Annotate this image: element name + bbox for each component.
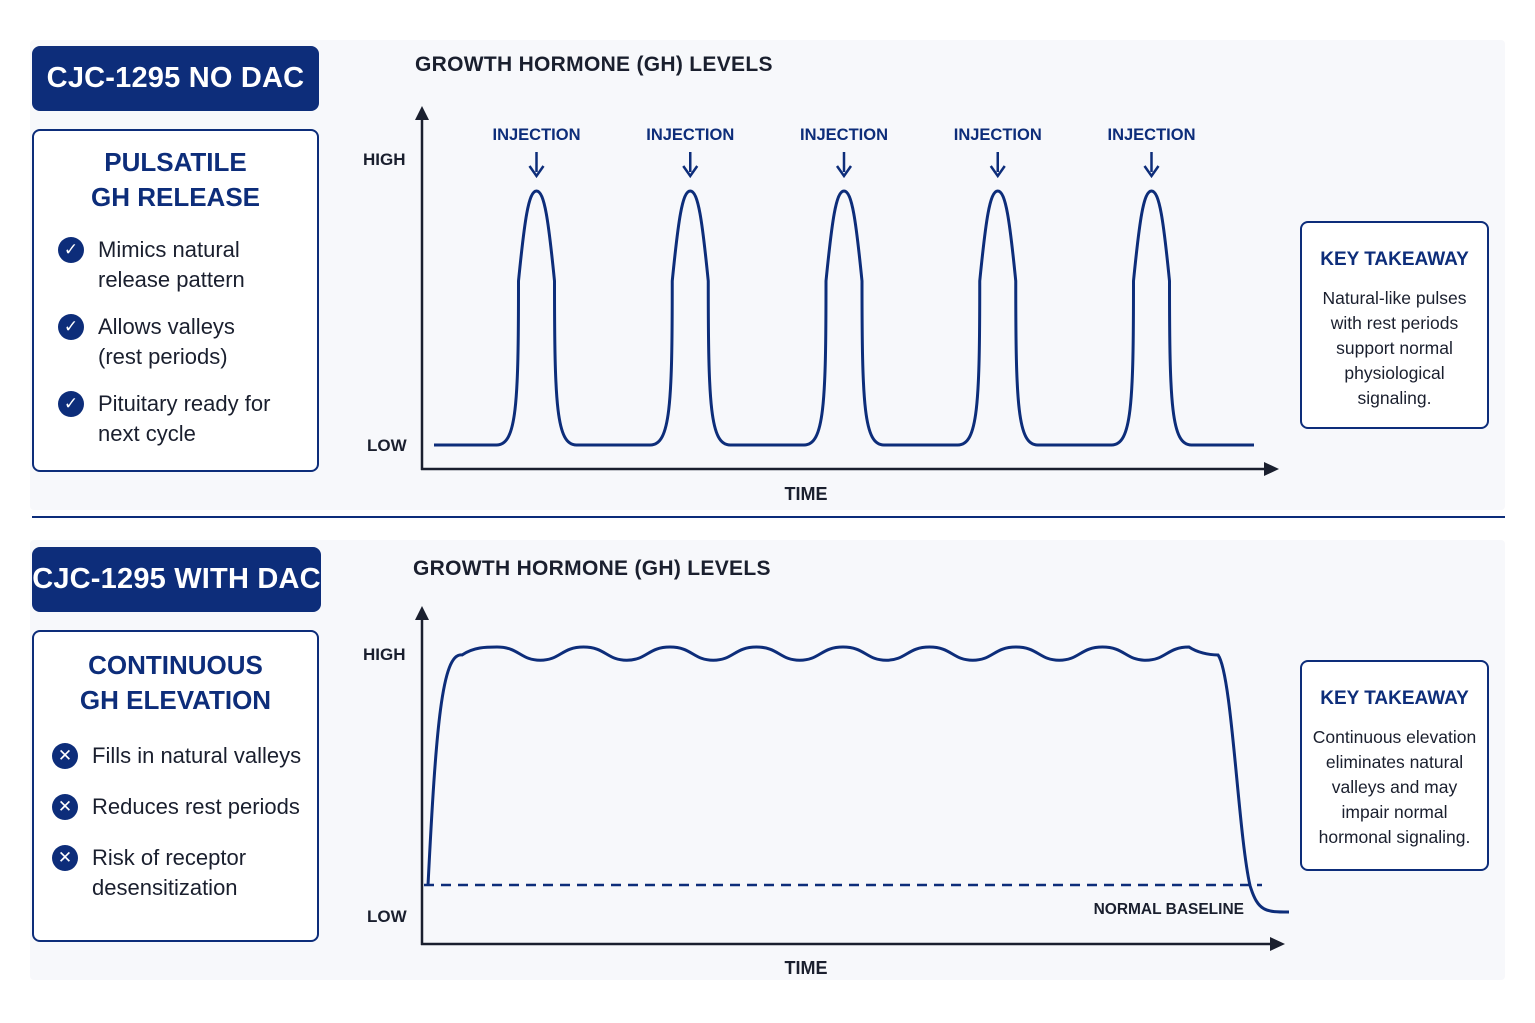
top-bullet-2-text: Allows valleys (rest periods) — [98, 314, 235, 369]
top-x-label: TIME — [785, 484, 828, 504]
bottom-takeaway-title: KEY TAKEAWAY — [1320, 688, 1469, 709]
bottom-bullet-2-text: Reduces rest periods — [92, 794, 300, 819]
top-y-tick-high: HIGH — [363, 150, 406, 169]
check-icon: ✓ — [58, 237, 84, 263]
top-info-heading: PULSATILE GH RELEASE — [90, 147, 261, 212]
section-divider — [32, 516, 1505, 518]
bottom-title-badge: CJC-1295 WITH DAC — [32, 547, 321, 612]
top-info-box: PULSATILE GH RELEASE ✓ Mimics natural re… — [32, 129, 319, 472]
x-icon: ✕ — [52, 743, 78, 769]
check-icon: ✓ — [58, 314, 84, 340]
x-icon: ✕ — [52, 845, 78, 871]
bottom-y-axis-arrow — [415, 606, 429, 620]
top-takeaway-text: Natural-like pulses with rest periods su… — [1322, 288, 1467, 408]
down-arrow-icon — [989, 165, 1006, 179]
bottom-x-axis-arrow — [1270, 937, 1285, 951]
down-arrow-icon — [835, 165, 853, 179]
bottom-bullet-1: ✕ Fills in natural valleys — [52, 741, 301, 771]
top-x-axis-arrow — [1264, 462, 1279, 476]
check-icon: ✓ — [58, 391, 84, 417]
bottom-bullet-3-text: Risk of receptor desensitization — [92, 845, 247, 900]
top-bullet-3: ✓ Pituitary ready for next cycle — [58, 389, 270, 449]
bottom-info-box: CONTINUOUS GH ELEVATION ✕ Fills in natur… — [32, 630, 319, 942]
top-bullet-1-text: Mimics natural release pattern — [98, 237, 245, 292]
injection-label: INJECTION — [800, 126, 888, 144]
top-bullet-1: ✓ Mimics natural release pattern — [58, 235, 245, 295]
bottom-x-label: TIME — [785, 958, 828, 978]
bottom-takeaway-text: Continuous elevation eliminates natural … — [1312, 727, 1477, 847]
bottom-info-heading: CONTINUOUS GH ELEVATION — [79, 650, 272, 715]
top-y-axis-arrow — [415, 106, 429, 120]
bottom-y-tick-low: LOW — [367, 907, 408, 926]
top-bullet-3-text: Pituitary ready for next cycle — [98, 391, 271, 446]
top-title-badge: CJC-1295 NO DAC — [32, 46, 319, 111]
down-arrow-icon — [682, 165, 699, 179]
injection-label: INJECTION — [954, 126, 1042, 144]
normal-baseline-label: NORMAL BASELINE — [1094, 901, 1244, 918]
down-arrow-icon — [528, 165, 545, 179]
down-arrow-icon — [1143, 165, 1160, 179]
x-icon: ✕ — [52, 794, 78, 820]
bottom-series-line — [426, 645, 1290, 914]
top-series-line — [434, 189, 1254, 447]
injection-label: INJECTION — [492, 126, 580, 144]
top-bullet-2: ✓ Allows valleys (rest periods) — [58, 312, 235, 372]
bottom-bullet-3: ✕ Risk of receptor desensitization — [52, 843, 246, 903]
top-y-tick-low: LOW — [367, 436, 408, 455]
top-takeaway-title: KEY TAKEAWAY — [1320, 249, 1469, 270]
bottom-chart-title: GROWTH HORMONE (GH) LEVELS — [413, 557, 771, 580]
injection-label: INJECTION — [646, 126, 734, 144]
top-takeaway-box: KEY TAKEAWAY Natural-like pulses with re… — [1300, 221, 1489, 429]
injection-label: INJECTION — [1107, 126, 1195, 144]
bottom-y-tick-high: HIGH — [363, 645, 406, 664]
bottom-bullet-1-text: Fills in natural valleys — [92, 743, 302, 768]
top-chart-title: GROWTH HORMONE (GH) LEVELS — [415, 53, 773, 76]
bottom-takeaway-box: KEY TAKEAWAY Continuous elevation elimin… — [1300, 660, 1489, 871]
bottom-bullet-2: ✕ Reduces rest periods — [52, 792, 300, 822]
